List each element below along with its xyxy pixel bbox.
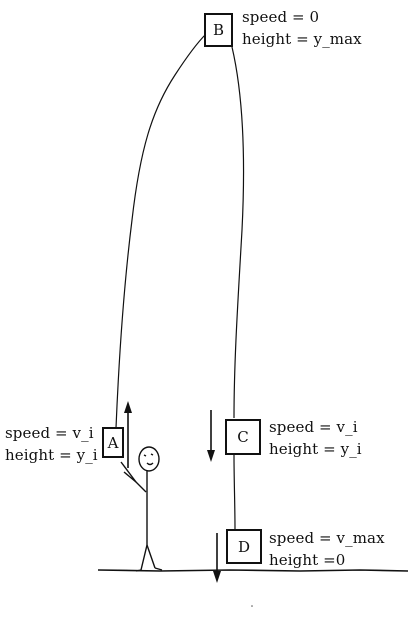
downward-arrow-c-head [207, 450, 215, 462]
label-b-speed: speed = 0 [242, 8, 320, 26]
label-a: speed = v_i height = y_i [5, 422, 98, 466]
box-c: C [225, 419, 261, 455]
upward-trajectory [115, 33, 207, 429]
box-d: D [226, 529, 262, 564]
label-c-height: height = y_i [269, 440, 362, 458]
box-a: A [102, 427, 124, 458]
label-c: speed = v_i height = y_i [269, 416, 362, 460]
label-d: speed = v_max height =0 [269, 527, 385, 571]
label-a-height: height = y_i [5, 446, 98, 464]
box-b: B [204, 13, 233, 47]
label-b: speed = 0 height = y_max [242, 6, 362, 50]
label-c-speed: speed = v_i [269, 418, 358, 436]
label-a-speed: speed = v_i [5, 424, 94, 442]
label-b-height: height = y_max [242, 30, 362, 48]
upward-arrow-head [124, 401, 132, 413]
downward-trajectory [231, 46, 245, 419]
downward-arrow-d-head [213, 571, 221, 583]
label-d-speed: speed = v_max [269, 529, 385, 547]
ground-speck [251, 605, 253, 607]
stick-figure [120, 446, 163, 572]
label-d-height: height =0 [269, 551, 346, 569]
ground-line [97, 569, 408, 572]
downward-trajectory-lower [233, 454, 236, 531]
